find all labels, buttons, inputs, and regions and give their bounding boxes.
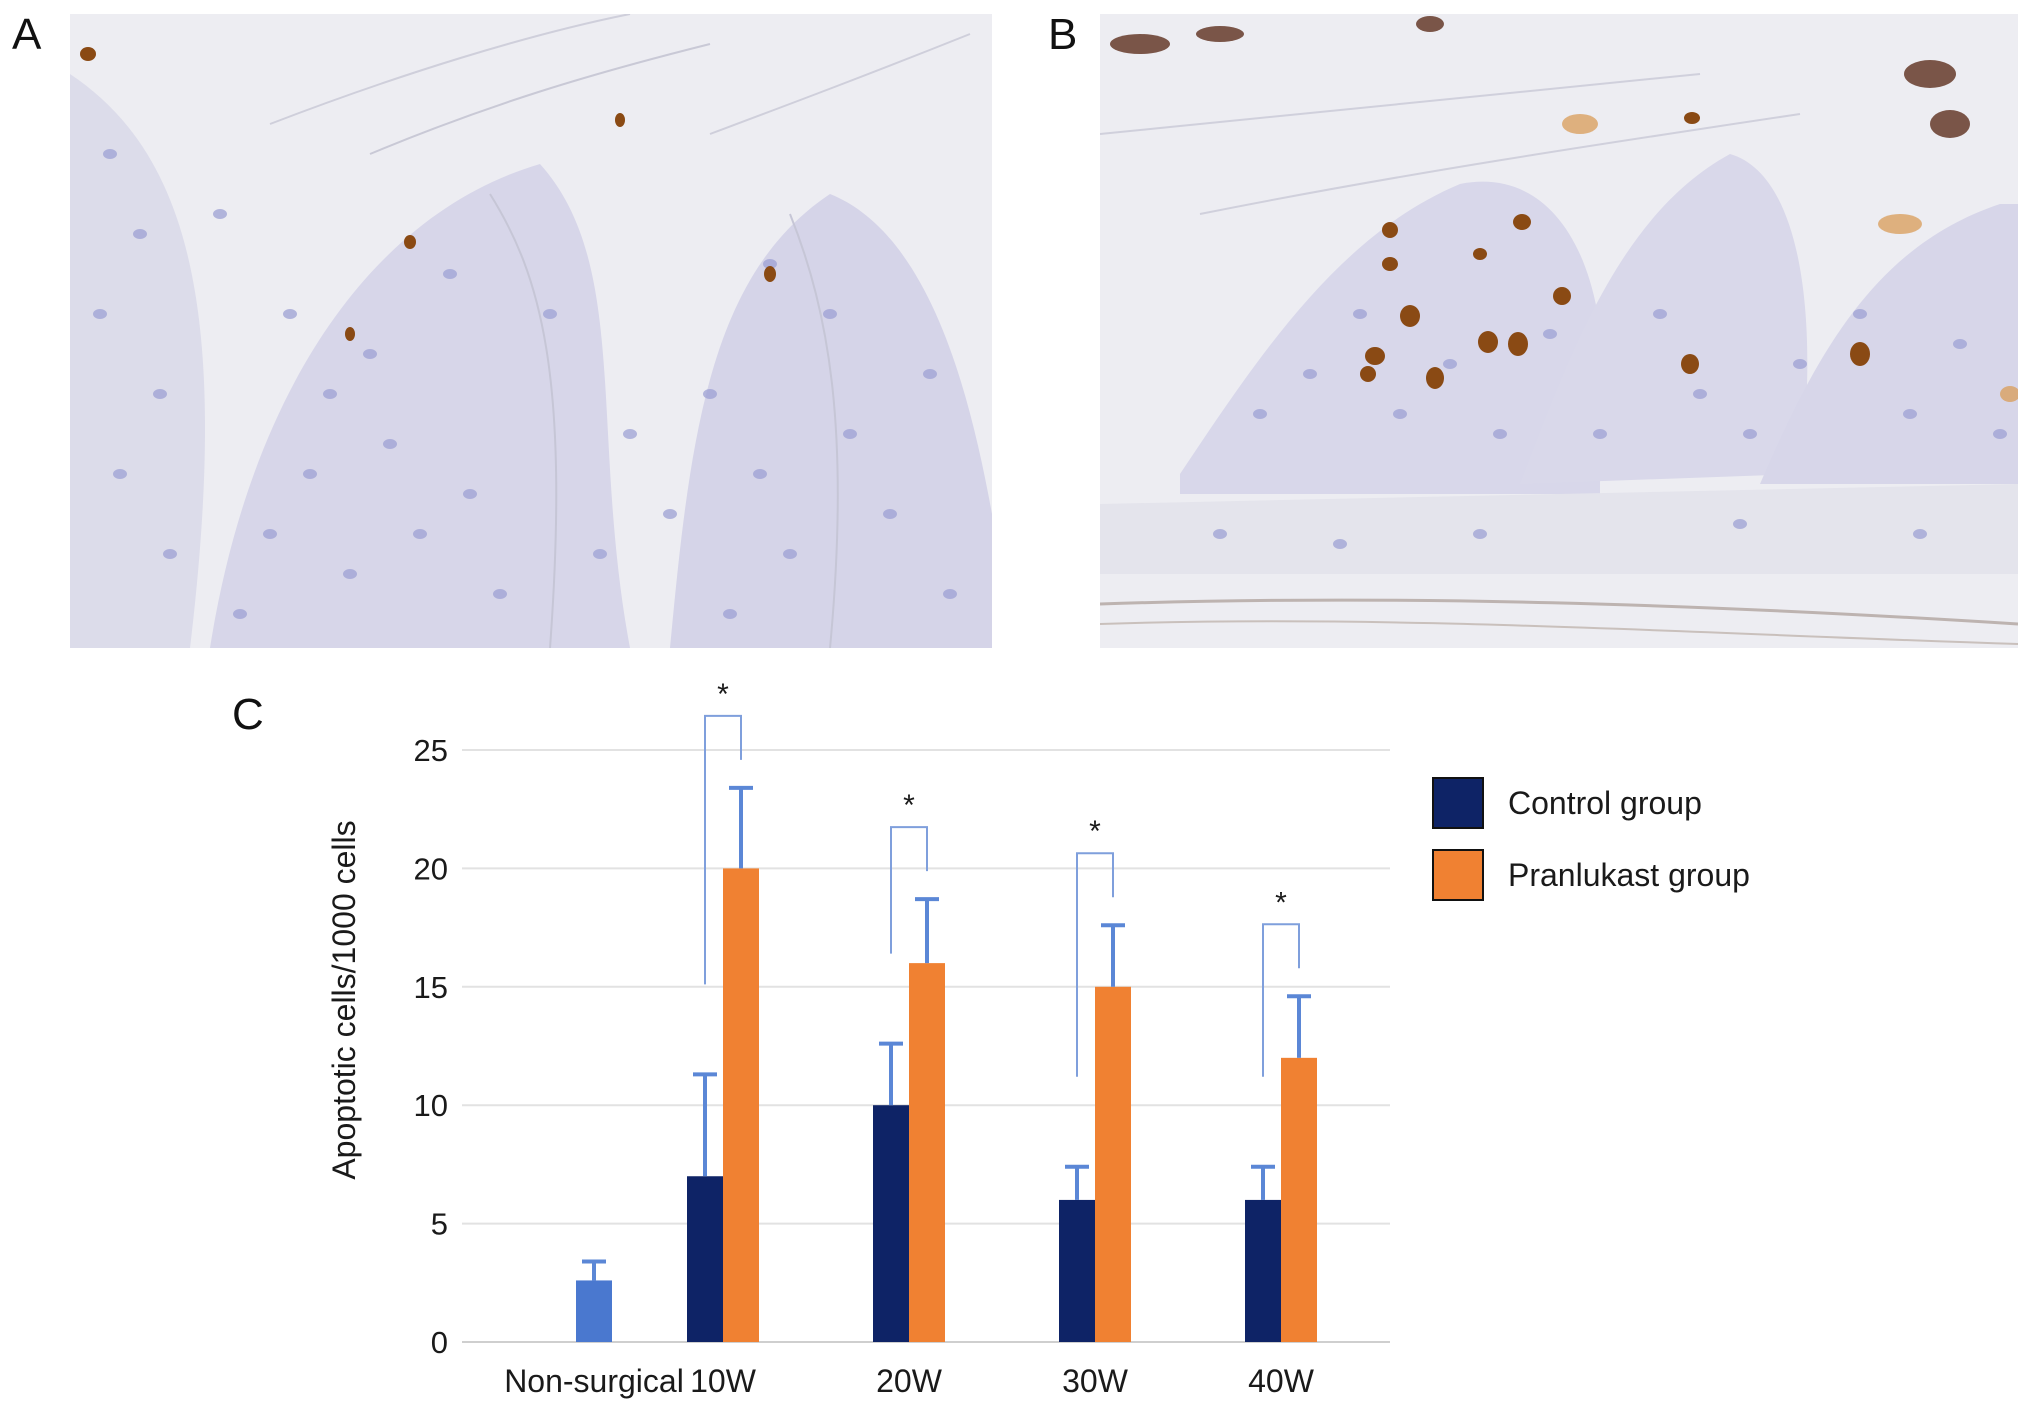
significance-star: *: [717, 678, 729, 711]
bar-control: [1059, 1199, 1095, 1342]
significance-star: *: [1089, 815, 1101, 848]
bar-pranlukast: [1095, 986, 1131, 1342]
panel-label-c: C: [232, 690, 264, 739]
y-tick-label: 5: [431, 1207, 448, 1242]
bar-pranlukast: [909, 963, 945, 1342]
y-tick-label: 15: [414, 970, 448, 1005]
significance-bracket: [890, 826, 928, 954]
bar-control: [1245, 1199, 1281, 1342]
significance-star: *: [1275, 886, 1287, 919]
x-tick-label: 40W: [1248, 1363, 1315, 1399]
bar-control: [873, 1105, 909, 1342]
panel-label-b: B: [1048, 10, 1078, 59]
micrograph-b: [1100, 14, 2018, 648]
bar-non-surgical: [576, 1280, 612, 1342]
x-tick-label: 10W: [690, 1363, 757, 1399]
x-tick-label: 30W: [1062, 1363, 1129, 1399]
legend-label-pranlukast: Pranlukast group: [1508, 856, 1750, 893]
significance-bracket: [704, 714, 742, 985]
error-bars: [582, 785, 1311, 1281]
bars: [576, 868, 1317, 1342]
bar-pranlukast: [1281, 1057, 1317, 1342]
x-tick-label: Non-surgical: [504, 1363, 684, 1399]
legend-label-control: Control group: [1508, 784, 1702, 821]
x-tick-labels: Non-surgical 10W 20W 30W 40W: [504, 1363, 1315, 1399]
y-tick-label: 25: [414, 733, 448, 768]
y-tick-labels: 0 5 10 15 20 25: [414, 733, 448, 1360]
y-tick-label: 0: [431, 1325, 448, 1360]
legend-item-pranlukast: Pranlukast group: [1432, 849, 1750, 901]
significance-brackets: * * * *: [704, 678, 1300, 1077]
significance-bracket: [1262, 923, 1300, 1077]
micrograph-b-image: [1100, 14, 2018, 648]
bar-pranlukast: [723, 868, 759, 1342]
legend-swatch-pranlukast: [1432, 849, 1484, 901]
significance-star: *: [903, 789, 915, 822]
micrograph-a: [70, 14, 992, 648]
panel-label-a: A: [12, 10, 42, 59]
bar-control: [687, 1176, 723, 1342]
legend-swatch-control: [1432, 777, 1484, 829]
y-tick-label: 20: [414, 851, 448, 886]
significance-bracket: [1076, 852, 1114, 1077]
x-tick-label: 20W: [876, 1363, 943, 1399]
y-tick-label: 10: [414, 1088, 448, 1123]
micrograph-a-image: [70, 14, 992, 648]
y-axis-label: Apoptotic cells/1000 cells: [326, 820, 362, 1179]
legend-item-control: Control group: [1432, 777, 1702, 829]
